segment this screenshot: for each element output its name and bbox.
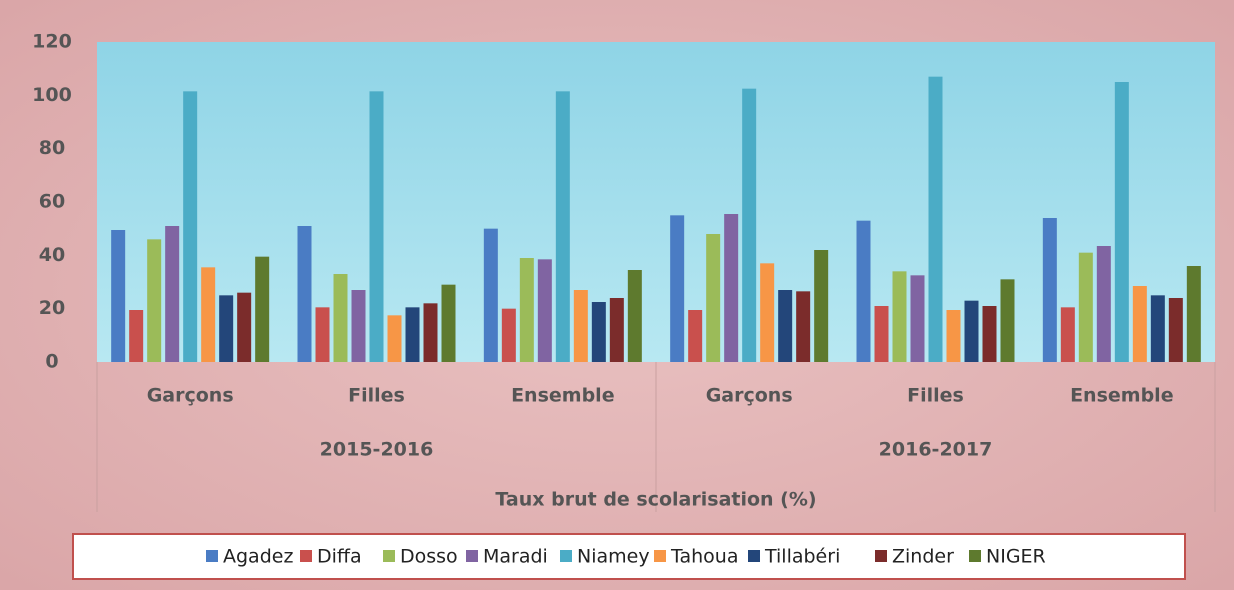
legend-label: Tillabéri [764, 546, 840, 568]
legend-label: Diffa [317, 546, 362, 568]
bar [316, 307, 330, 362]
bar [965, 301, 979, 362]
x-tick-label: Filles [907, 385, 964, 407]
legend-label: Maradi [483, 546, 548, 568]
bar [111, 230, 125, 362]
bar [370, 91, 384, 362]
legend-label: Zinder [892, 546, 954, 568]
bar [201, 267, 215, 362]
bar [255, 257, 269, 362]
bar [1079, 253, 1093, 362]
bar [334, 274, 348, 362]
y-tick-label: 40 [39, 244, 65, 266]
x-group-label: 2015-2016 [320, 439, 434, 461]
y-tick-label: 60 [39, 191, 65, 213]
bar [298, 226, 312, 362]
bar [814, 250, 828, 362]
legend-label: Dosso [400, 546, 458, 568]
bar [706, 234, 720, 362]
y-tick-label: 120 [32, 31, 72, 53]
y-tick-label: 0 [45, 351, 58, 373]
bar [388, 315, 402, 362]
bar [442, 285, 456, 362]
legend-swatch [383, 550, 395, 562]
bar [857, 221, 871, 362]
bar [893, 271, 907, 362]
bar [237, 293, 251, 362]
bar [724, 214, 738, 362]
bar [929, 77, 943, 362]
bar [760, 263, 774, 362]
bar [165, 226, 179, 362]
bar [1133, 286, 1147, 362]
bar [556, 91, 570, 362]
legend-swatch [560, 550, 572, 562]
legend-label: NIGER [986, 546, 1046, 568]
y-tick-label: 20 [39, 297, 65, 319]
bar [574, 290, 588, 362]
y-tick-label: 80 [39, 137, 65, 159]
bar [1097, 246, 1111, 362]
bar [1061, 307, 1075, 362]
legend-label: Agadez [223, 546, 293, 568]
bar [520, 258, 534, 362]
bar [502, 309, 516, 362]
bar [796, 291, 810, 362]
bar [911, 275, 925, 362]
x-group-label: 2016-2017 [879, 439, 993, 461]
legend-swatch [748, 550, 760, 562]
legend-label: Tahoua [670, 546, 738, 568]
bar [1169, 298, 1183, 362]
bar [219, 295, 233, 362]
bar [1151, 295, 1165, 362]
bar [1043, 218, 1057, 362]
bar [947, 310, 961, 362]
x-tick-label: Filles [348, 385, 405, 407]
bar [875, 306, 889, 362]
x-tick-label: Ensemble [1070, 385, 1174, 407]
bar [183, 91, 197, 362]
legend-swatch [466, 550, 478, 562]
x-axis-title: Taux brut de scolarisation (%) [495, 489, 816, 511]
bar [406, 307, 420, 362]
legend-swatch [654, 550, 666, 562]
bar [1187, 266, 1201, 362]
bar [1001, 279, 1015, 362]
bar [592, 302, 606, 362]
legend-swatch [969, 550, 981, 562]
legend-swatch [206, 550, 218, 562]
bar [129, 310, 143, 362]
x-tick-label: Garçons [147, 385, 234, 407]
x-tick-label: Ensemble [511, 385, 615, 407]
bar [147, 239, 161, 362]
y-tick-label: 100 [32, 84, 72, 106]
bar [983, 306, 997, 362]
bar [688, 310, 702, 362]
bar [610, 298, 624, 362]
bar [484, 229, 498, 362]
legend-swatch [875, 550, 887, 562]
bar [538, 259, 552, 362]
bar [352, 290, 366, 362]
bar [670, 215, 684, 362]
legend-label: Niamey [577, 546, 650, 568]
bar [424, 303, 438, 362]
bar [778, 290, 792, 362]
bar [742, 89, 756, 362]
x-tick-label: Garçons [706, 385, 793, 407]
legend-swatch [300, 550, 312, 562]
bar [628, 270, 642, 362]
bar [1115, 82, 1129, 362]
chart: Taux brut de scolarisation (%) 0 20 40 60 80… [0, 0, 1234, 590]
